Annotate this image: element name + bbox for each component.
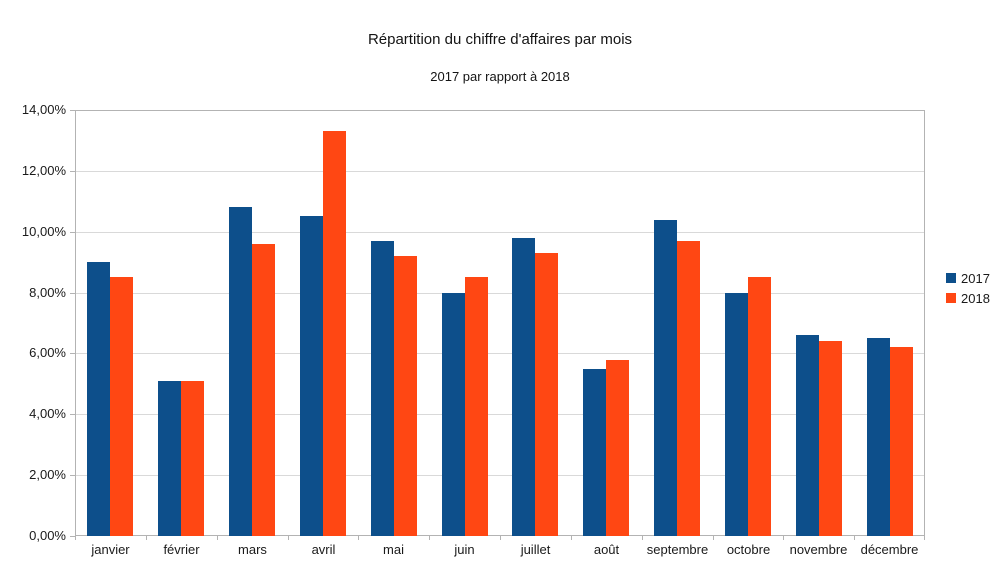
x-axis-label: juillet (520, 542, 551, 557)
y-axis-label: 12,00% (21, 163, 66, 178)
x-axis-tick (217, 536, 218, 540)
bar-2018-février (181, 381, 204, 536)
bar-2017-avril (300, 216, 323, 536)
y-gridline (75, 171, 925, 172)
bar-2017-mars (229, 207, 252, 536)
x-axis-tick (429, 536, 430, 540)
y-axis-tick (70, 171, 75, 172)
y-axis-tick (70, 475, 75, 476)
bar-2017-juillet (512, 238, 535, 536)
x-axis-tick (358, 536, 359, 540)
y-gridline (75, 475, 925, 476)
y-axis-tick (70, 536, 75, 537)
y-axis-label: 14,00% (21, 102, 66, 117)
x-axis-tick (854, 536, 855, 540)
x-axis-label: avril (311, 542, 336, 557)
y-axis-tick (70, 232, 75, 233)
y-axis-label: 6,00% (29, 345, 66, 360)
y-gridline (75, 414, 925, 415)
legend-swatch-2018 (946, 293, 956, 303)
legend-label-2017: 2017 (961, 270, 990, 286)
bar-2017-août (583, 369, 606, 536)
legend-item-2017: 2017 (946, 268, 990, 288)
bar-2017-mai (371, 241, 394, 536)
bar-2018-mars (252, 244, 275, 536)
x-axis-tick (642, 536, 643, 540)
y-gridline (75, 353, 925, 354)
bar-2018-mai (394, 256, 417, 536)
y-gridline (75, 293, 925, 294)
x-axis-tick (288, 536, 289, 540)
bar-2017-octobre (725, 293, 748, 536)
x-axis-tick (571, 536, 572, 540)
y-axis-label: 4,00% (29, 406, 66, 421)
plot-border (75, 110, 925, 536)
bar-2018-décembre (890, 347, 913, 536)
x-axis-label: février (163, 542, 200, 557)
x-axis-label: janvier (91, 542, 130, 557)
y-axis-tick (70, 293, 75, 294)
x-axis-tick (783, 536, 784, 540)
y-axis-label: 0,00% (29, 528, 66, 543)
bar-2017-novembre (796, 335, 819, 536)
bar-2018-juillet (535, 253, 558, 536)
legend-swatch-2017 (946, 273, 956, 283)
x-axis-tick (924, 536, 925, 540)
x-axis-tick (500, 536, 501, 540)
x-axis-label: décembre (860, 542, 919, 557)
bar-2018-octobre (748, 277, 771, 536)
x-axis-label: novembre (789, 542, 848, 557)
y-axis-tick (70, 353, 75, 354)
x-axis-label: juin (454, 542, 475, 557)
bar-2017-décembre (867, 338, 890, 536)
x-axis-label: mars (238, 542, 267, 557)
y-axis-tick (70, 110, 75, 111)
bar-2018-novembre (819, 341, 842, 536)
x-axis-tick (75, 536, 76, 540)
x-axis-tick (713, 536, 714, 540)
y-axis-label: 10,00% (21, 224, 66, 239)
chart-title: Répartition du chiffre d'affaires par mo… (367, 31, 633, 48)
y-axis-label: 2,00% (29, 467, 66, 482)
bar-2018-juin (465, 277, 488, 536)
bar-2018-septembre (677, 241, 700, 536)
bar-2017-juin (442, 293, 465, 536)
chart-subtitle: 2017 par rapport à 2018 (430, 69, 570, 84)
bar-2017-février (158, 381, 181, 536)
x-axis-label: octobre (726, 542, 771, 557)
bar-2017-septembre (654, 220, 677, 536)
x-axis-tick (146, 536, 147, 540)
x-axis-label: août (593, 542, 620, 557)
bar-2018-avril (323, 131, 346, 536)
y-gridline (75, 232, 925, 233)
y-axis-label: 8,00% (29, 285, 66, 300)
bar-2018-janvier (110, 277, 133, 536)
y-axis-tick (70, 414, 75, 415)
x-axis-label: septembre (646, 542, 709, 557)
bar-2018-août (606, 360, 629, 536)
bar-2017-janvier (87, 262, 110, 536)
x-axis-label: mai (383, 542, 404, 557)
legend-label-2018: 2018 (961, 290, 990, 306)
legend-item-2018: 2018 (946, 288, 990, 308)
